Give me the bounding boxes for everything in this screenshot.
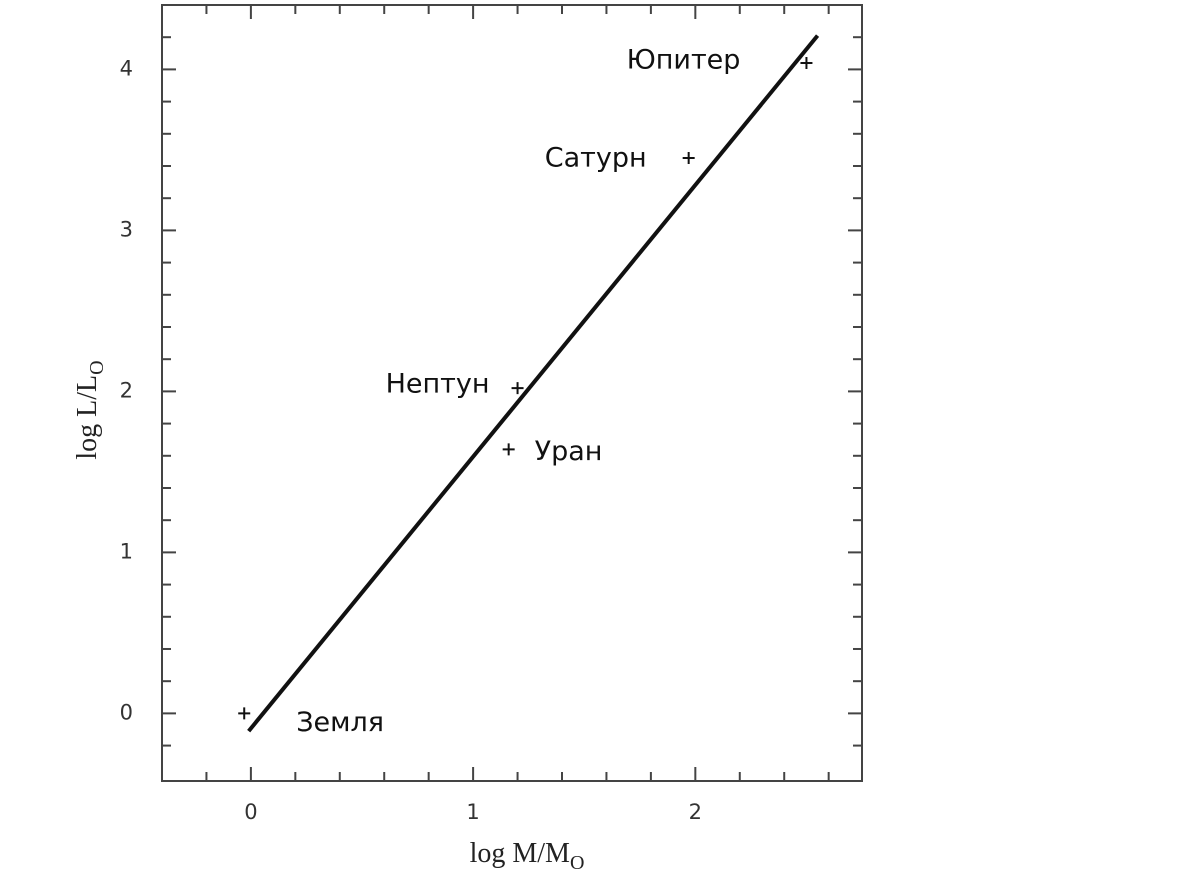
point-label: Юпитер	[627, 44, 741, 75]
point-label: Нептун	[386, 369, 490, 400]
y-axis-label-sub: O	[86, 360, 108, 374]
plot-frame	[161, 4, 863, 782]
point-label: Уран	[535, 436, 603, 467]
point-label: Земля	[296, 707, 384, 738]
data-point	[511, 382, 524, 395]
x-tick-label: 1	[466, 800, 479, 824]
y-tick-label: 4	[120, 56, 133, 80]
y-tick-label: 3	[120, 217, 133, 241]
data-point	[682, 151, 695, 164]
point-label: Сатурн	[545, 142, 647, 173]
y-axis-label-text: log L/L	[72, 375, 103, 460]
x-axis-label-text: log M/M	[470, 838, 570, 869]
data-point	[800, 56, 813, 69]
fit-line	[247, 34, 820, 733]
y-tick-label: 0	[120, 700, 133, 724]
y-axis-label: log L/LO	[72, 360, 107, 459]
y-tick-label: 1	[120, 539, 133, 563]
data-point	[238, 707, 251, 720]
x-tick-label: 2	[689, 800, 702, 824]
x-axis-label-sub: O	[570, 852, 584, 874]
x-tick-label: 0	[244, 800, 257, 824]
x-axis-label: log M/MO	[470, 838, 585, 873]
data-point	[502, 443, 515, 456]
y-tick-label: 2	[120, 378, 133, 402]
